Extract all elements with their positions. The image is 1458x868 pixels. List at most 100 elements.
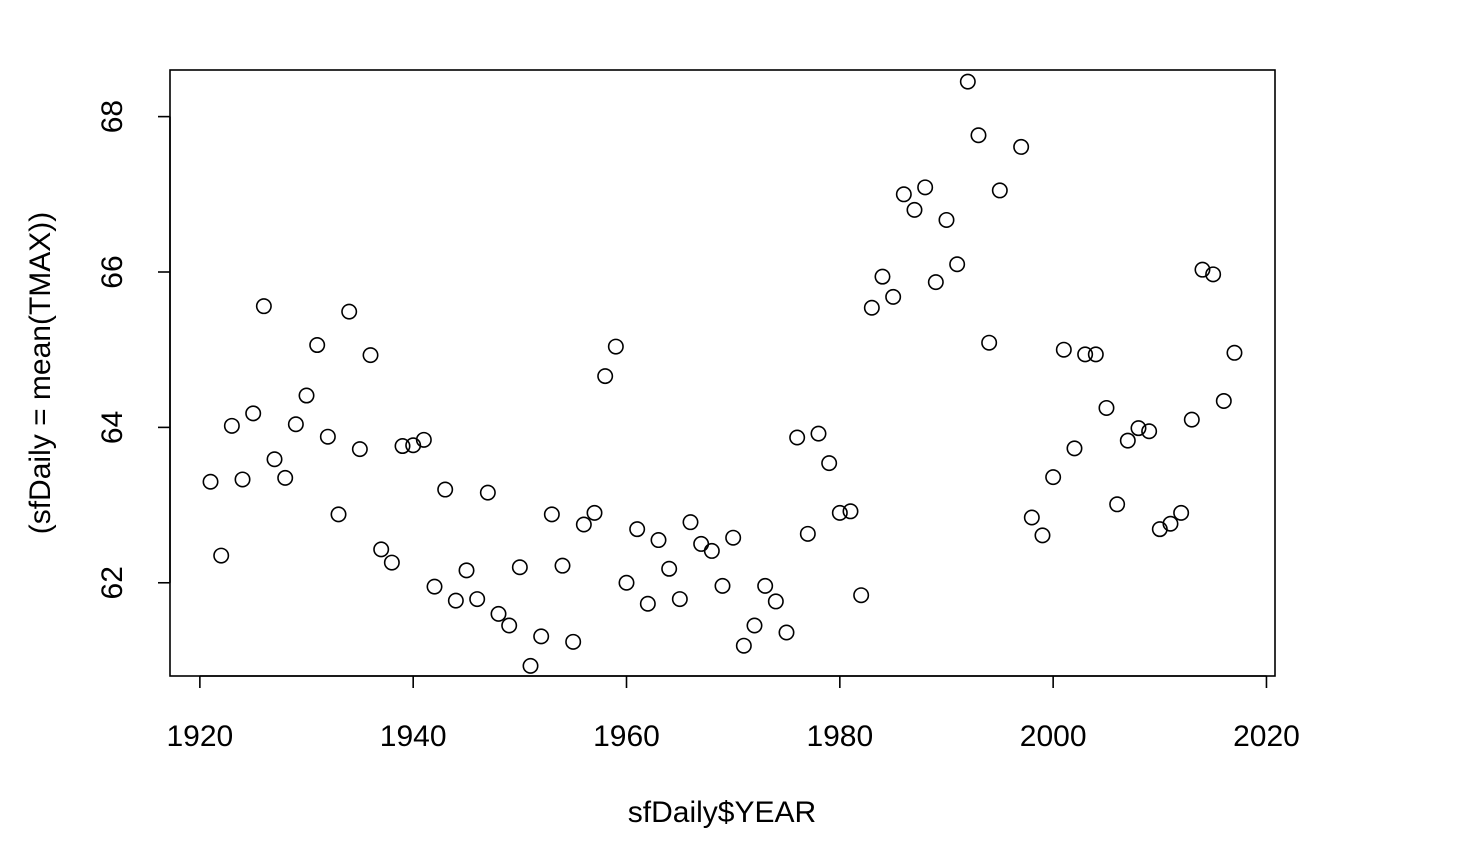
data-point (1194, 261, 1211, 278)
x-axis: 1920 1940 1960 1980 2000 2020 (166, 675, 1300, 753)
data-point (501, 617, 518, 634)
data-point (447, 592, 464, 609)
data-point (511, 559, 528, 576)
data-point (885, 288, 902, 305)
data-point (426, 578, 443, 595)
data-point (394, 438, 411, 455)
data-point (1034, 527, 1051, 544)
data-point (927, 274, 944, 291)
x-tick-label: 1940 (380, 720, 447, 753)
data-point (661, 560, 678, 577)
data-point (543, 506, 560, 523)
data-point (778, 624, 795, 641)
data-point (415, 431, 432, 448)
data-point (1183, 411, 1200, 428)
x-axis-label: sfDaily$YEAR (628, 796, 816, 829)
data-point (1045, 469, 1062, 486)
x-tick-label: 2020 (1233, 720, 1300, 753)
data-point (458, 562, 475, 579)
data-point (575, 516, 592, 533)
data-point (1173, 504, 1190, 521)
data-point (245, 405, 262, 422)
data-point (437, 481, 454, 498)
data-point (821, 455, 838, 472)
data-point (202, 473, 219, 490)
data-point (383, 554, 400, 571)
data-point (1013, 138, 1030, 155)
data-point (223, 417, 240, 434)
data-point (309, 337, 326, 354)
data-point (565, 633, 582, 650)
data-point (1109, 496, 1126, 513)
data-point (522, 657, 539, 674)
data-points (202, 73, 1243, 674)
data-point (586, 504, 603, 521)
data-point (671, 591, 688, 608)
data-point (618, 574, 635, 591)
data-point (341, 303, 358, 320)
y-tick-label: 66 (96, 255, 129, 288)
data-point (1226, 344, 1243, 361)
data-point (938, 211, 955, 228)
data-point (746, 617, 763, 634)
x-tick-label: 1920 (166, 720, 233, 753)
data-point (799, 525, 816, 542)
data-point (234, 471, 251, 488)
plot-frame (169, 69, 1276, 677)
data-point (469, 591, 486, 608)
data-point (1130, 420, 1147, 437)
data-point (757, 577, 774, 594)
data-point (863, 299, 880, 316)
data-point (1077, 346, 1094, 363)
data-point (255, 298, 272, 315)
data-point (607, 338, 624, 355)
data-point (351, 441, 368, 458)
data-point (213, 547, 230, 564)
data-point (1023, 509, 1040, 526)
data-point (906, 201, 923, 218)
data-point (490, 605, 507, 622)
data-point (714, 577, 731, 594)
data-point (725, 529, 742, 546)
data-point (1162, 515, 1179, 532)
y-tick-label: 68 (96, 100, 129, 133)
data-point (330, 506, 347, 523)
data-point (1215, 392, 1232, 409)
data-point (1087, 346, 1104, 363)
data-point (298, 387, 315, 404)
data-point (597, 368, 614, 385)
data-point (842, 503, 859, 520)
data-point (959, 73, 976, 90)
data-point (1205, 266, 1222, 283)
x-tick-label: 2000 (1020, 720, 1087, 753)
data-point (373, 541, 390, 558)
data-point (970, 127, 987, 144)
data-point (287, 416, 304, 433)
data-point (789, 429, 806, 446)
data-point (1119, 432, 1136, 449)
data-point (981, 334, 998, 351)
data-point (1066, 440, 1083, 457)
data-point (266, 451, 283, 468)
data-point (703, 542, 720, 559)
data-point (853, 587, 870, 604)
data-point (479, 484, 496, 501)
data-point (735, 637, 752, 654)
data-point (554, 557, 571, 574)
data-point (1055, 341, 1072, 358)
data-point (917, 179, 934, 196)
y-tick-label: 64 (96, 411, 129, 444)
data-point (895, 186, 912, 203)
data-point (650, 532, 667, 549)
data-point (533, 628, 550, 645)
data-point (639, 595, 656, 612)
data-point (831, 504, 848, 521)
data-point (810, 425, 827, 442)
y-tick-label: 62 (96, 566, 129, 599)
data-point (949, 256, 966, 273)
x-tick-label: 1980 (806, 720, 873, 753)
data-point (767, 593, 784, 610)
y-axis-label: (sfDaily = mean(TMAX)) (24, 212, 57, 535)
y-axis: 62 64 66 68 (96, 100, 171, 599)
